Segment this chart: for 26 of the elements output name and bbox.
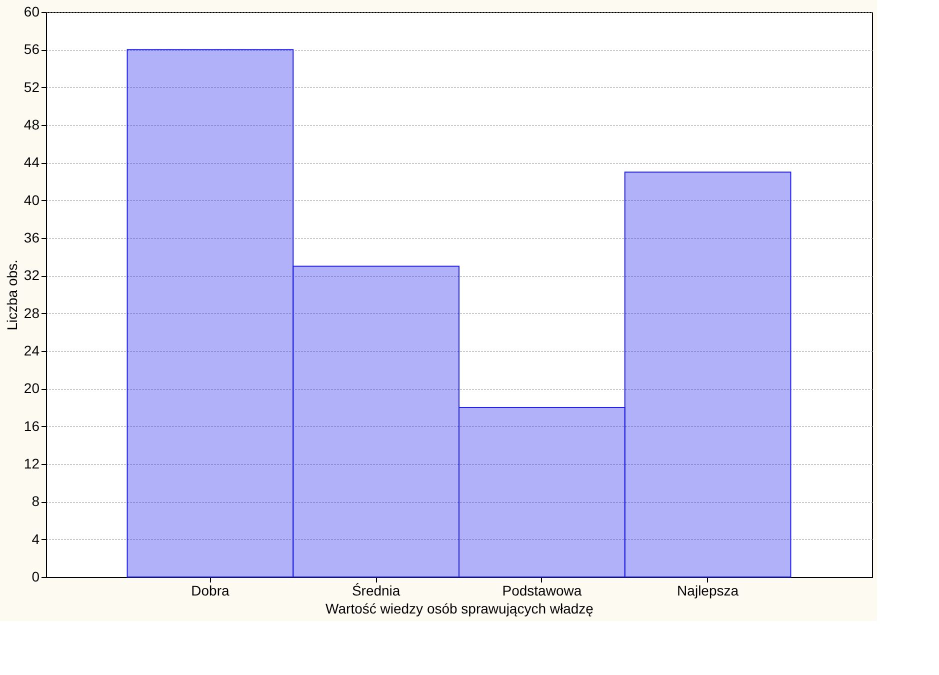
y-tick-label: 60 (24, 4, 40, 20)
y-tick-label: 44 (24, 154, 40, 170)
y-tick-label: 24 (24, 342, 40, 358)
bar (126, 49, 294, 578)
y-tick-label: 4 (32, 530, 40, 547)
bar (624, 172, 792, 578)
x-tick-label: Podstawowa (502, 582, 582, 598)
y-tick-label: 0 (32, 568, 40, 584)
y-tick-label: 20 (24, 380, 40, 396)
y-axis-title: Liczba obs. (4, 260, 20, 330)
y-tick-label: 16 (24, 418, 40, 434)
y-tick-label: 52 (24, 78, 40, 95)
x-tick-label: Najlepsza (677, 582, 739, 598)
bar (292, 266, 460, 578)
y-tick-label: 32 (24, 267, 40, 284)
y-tick-label: 28 (24, 304, 40, 321)
bar (458, 407, 626, 578)
y-tick-label: 40 (24, 192, 40, 208)
y-tick-label: 48 (24, 116, 40, 132)
y-tick-label: 8 (32, 493, 40, 510)
y-tick-label: 56 (24, 41, 40, 58)
y-tick-label: 12 (24, 456, 40, 472)
y-tick-label: 36 (24, 230, 40, 246)
x-axis-title: Wartość wiedzy osób sprawujących władzę (326, 600, 594, 616)
x-tick-label: Dobra (191, 582, 230, 598)
x-tick-label: Średnia (352, 582, 400, 598)
